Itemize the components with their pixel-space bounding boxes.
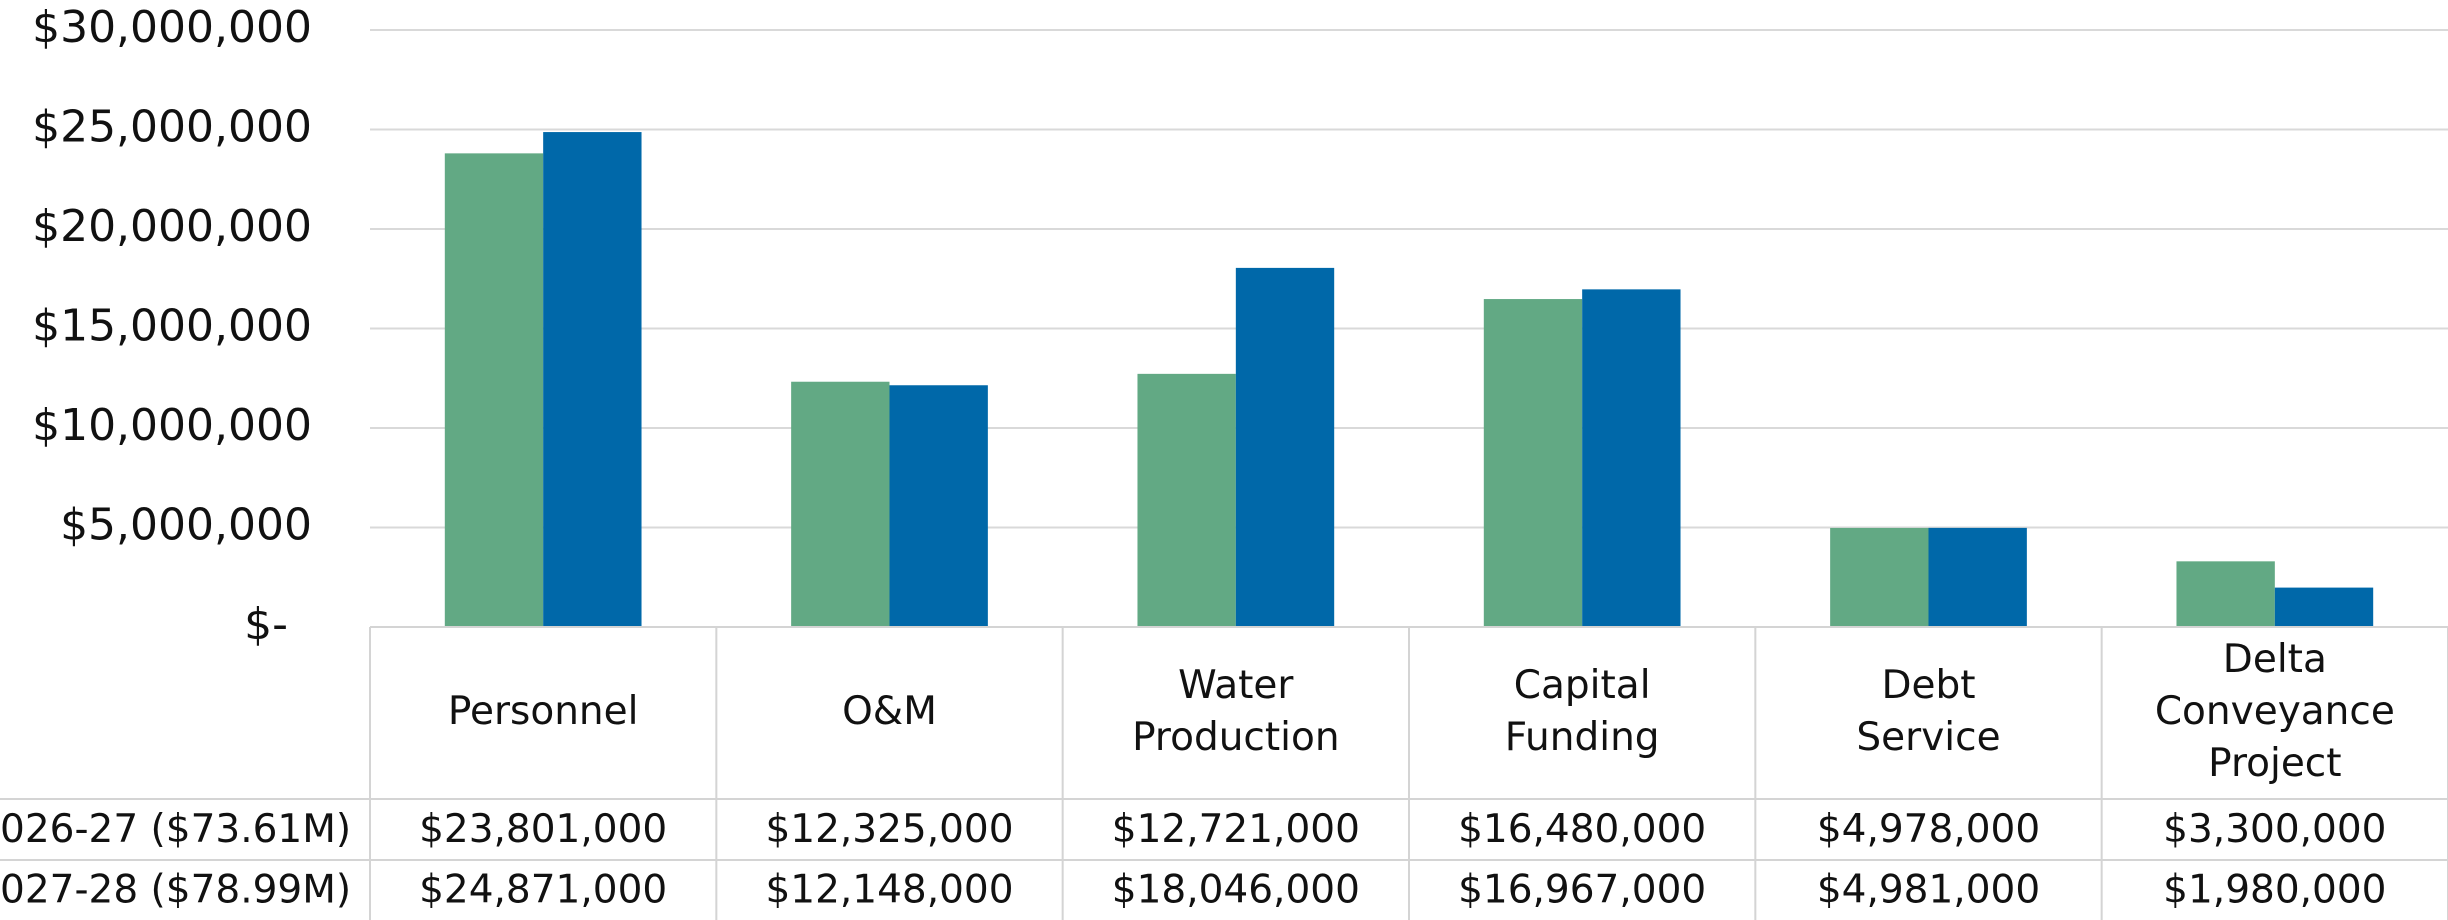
bar (444, 153, 544, 627)
data-label: $12,721,000 (1112, 807, 1360, 852)
bar (1582, 289, 1681, 627)
legend-label: 026-27 ($73.61M) (0, 807, 351, 852)
bar (1830, 527, 1929, 627)
data-label: $1,980,000 (2163, 868, 2386, 913)
bar (889, 385, 988, 627)
bar (1137, 373, 1236, 627)
y-tick-label: $- (244, 599, 288, 650)
data-label: $12,148,000 (765, 868, 1013, 913)
y-tick-label: $30,000,000 (32, 2, 312, 53)
data-label: $4,981,000 (1817, 868, 2040, 913)
y-tick-label: $20,000,000 (32, 201, 312, 252)
data-label: $4,978,000 (1817, 807, 2040, 852)
bar (791, 381, 890, 627)
category-label: Water Production (1132, 663, 1340, 760)
category-label: Delta Conveyance Project (2155, 637, 2395, 786)
y-tick-label: $10,000,000 (32, 400, 312, 451)
data-label: $18,046,000 (1112, 868, 1360, 913)
category-label: Personnel (448, 689, 639, 734)
bar (1928, 527, 2027, 627)
bar (2274, 587, 2374, 627)
legend-label: 027-28 ($78.99M) (0, 868, 351, 913)
data-label: $16,480,000 (1458, 807, 1706, 852)
bar (1483, 299, 1583, 627)
category-label: O&M (842, 689, 937, 734)
y-tick-label: $15,000,000 (32, 301, 312, 352)
data-label: $3,300,000 (2163, 807, 2386, 852)
data-label: $23,801,000 (419, 807, 667, 852)
y-tick-label: $25,000,000 (32, 102, 312, 153)
data-label: $12,325,000 (765, 807, 1013, 852)
category-label: Debt Service (1856, 663, 2000, 760)
y-tick-label: $5,000,000 (60, 500, 312, 551)
category-label: Capital Funding (1505, 663, 1660, 760)
bar (2176, 561, 2275, 627)
bar (1235, 267, 1335, 627)
data-label: $24,871,000 (419, 868, 667, 913)
bar (543, 132, 642, 628)
data-label: $16,967,000 (1458, 868, 1706, 913)
